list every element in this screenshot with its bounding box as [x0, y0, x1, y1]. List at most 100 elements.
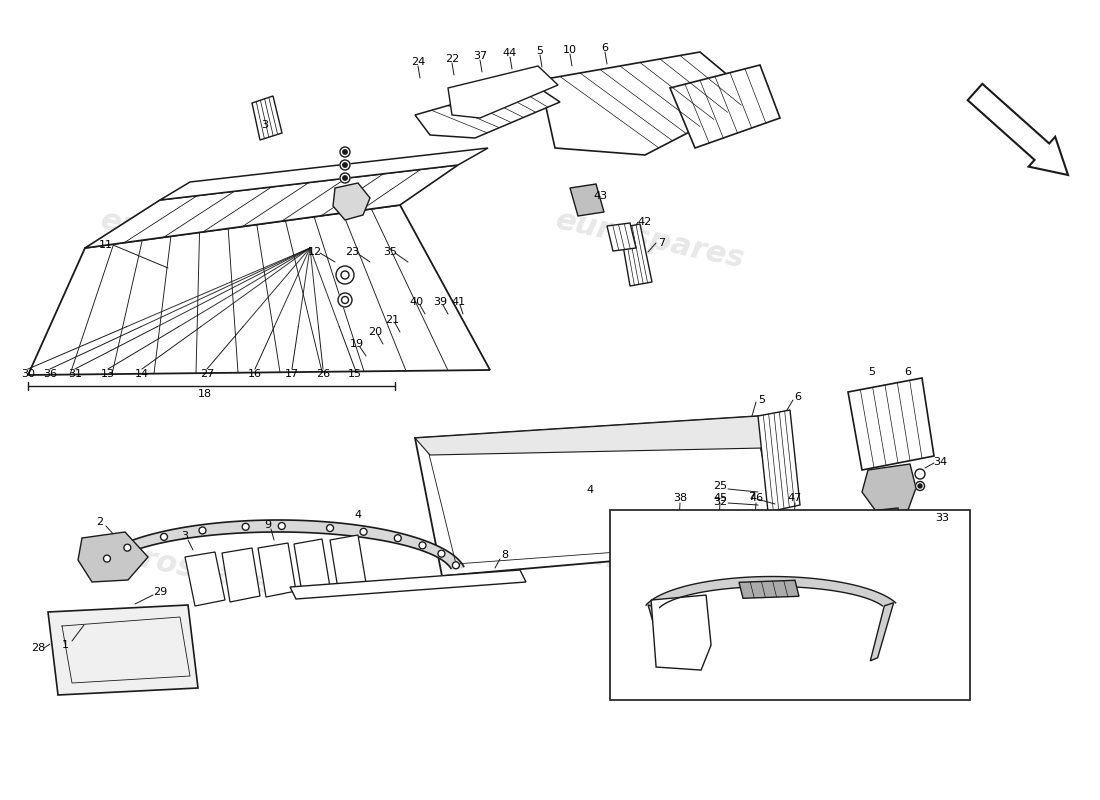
Polygon shape	[91, 520, 464, 571]
Text: 27: 27	[200, 369, 214, 379]
Text: eurospares: eurospares	[98, 206, 293, 274]
Polygon shape	[570, 184, 604, 216]
Text: 3: 3	[262, 120, 268, 130]
Polygon shape	[333, 183, 370, 220]
Text: 18: 18	[198, 389, 212, 399]
Text: 6: 6	[602, 43, 608, 53]
Text: 20: 20	[367, 327, 382, 337]
Polygon shape	[968, 84, 1068, 175]
Polygon shape	[540, 52, 755, 155]
Text: 37: 37	[473, 51, 487, 61]
Text: 38: 38	[673, 493, 688, 503]
Text: 7: 7	[659, 238, 666, 248]
Circle shape	[103, 555, 110, 562]
Circle shape	[343, 150, 348, 154]
Circle shape	[360, 528, 367, 535]
Polygon shape	[222, 548, 260, 602]
Text: 7: 7	[748, 492, 756, 502]
Circle shape	[341, 271, 349, 279]
Text: 6: 6	[794, 392, 802, 402]
Polygon shape	[185, 552, 226, 606]
Text: eurospares: eurospares	[552, 206, 747, 274]
Polygon shape	[415, 82, 560, 138]
Polygon shape	[451, 566, 464, 570]
Polygon shape	[670, 65, 780, 148]
Text: 43: 43	[593, 191, 607, 201]
Text: 1: 1	[62, 640, 68, 650]
Polygon shape	[78, 532, 148, 582]
Circle shape	[915, 469, 925, 479]
Text: 13: 13	[101, 369, 116, 379]
Text: 4: 4	[354, 510, 362, 520]
Text: 31: 31	[68, 369, 82, 379]
Text: 42: 42	[638, 217, 652, 227]
Polygon shape	[870, 602, 893, 661]
Text: 45: 45	[713, 493, 727, 503]
Polygon shape	[646, 577, 895, 607]
Polygon shape	[862, 464, 916, 514]
Text: 40: 40	[410, 297, 425, 307]
Text: 16: 16	[248, 369, 262, 379]
Text: 25: 25	[713, 481, 727, 491]
Text: 9: 9	[264, 520, 272, 530]
Circle shape	[161, 534, 167, 540]
Text: 5: 5	[869, 367, 876, 377]
Circle shape	[341, 297, 349, 303]
Polygon shape	[330, 535, 366, 589]
Polygon shape	[415, 416, 786, 576]
Text: 6: 6	[904, 367, 912, 377]
Circle shape	[327, 525, 333, 531]
Polygon shape	[860, 508, 904, 549]
Text: 34: 34	[933, 457, 947, 467]
Polygon shape	[848, 378, 934, 470]
Text: eurospares: eurospares	[563, 536, 757, 604]
Text: 46: 46	[749, 493, 763, 503]
Circle shape	[340, 160, 350, 170]
Text: 5: 5	[537, 46, 543, 56]
Text: 26: 26	[316, 369, 330, 379]
Polygon shape	[258, 543, 296, 597]
Text: 8: 8	[502, 550, 508, 560]
Polygon shape	[758, 410, 800, 512]
Text: 23: 23	[345, 247, 359, 257]
Polygon shape	[252, 96, 282, 140]
Text: 28: 28	[31, 643, 45, 653]
Polygon shape	[415, 416, 782, 455]
Circle shape	[394, 534, 402, 542]
Text: 17: 17	[285, 369, 299, 379]
Text: 11: 11	[99, 240, 113, 250]
Text: 44: 44	[503, 48, 517, 58]
Circle shape	[438, 550, 444, 557]
Text: 12: 12	[308, 247, 322, 257]
Circle shape	[336, 266, 354, 284]
Text: 4: 4	[586, 485, 594, 495]
Text: 39: 39	[433, 297, 447, 307]
Circle shape	[918, 484, 922, 488]
Circle shape	[419, 542, 426, 549]
Circle shape	[242, 523, 249, 530]
Text: 41: 41	[451, 297, 465, 307]
Polygon shape	[648, 605, 672, 662]
FancyBboxPatch shape	[610, 510, 970, 700]
Circle shape	[278, 522, 285, 530]
Polygon shape	[294, 539, 330, 593]
Polygon shape	[85, 165, 458, 248]
Text: 3: 3	[182, 531, 188, 541]
Text: 5: 5	[759, 395, 766, 405]
Circle shape	[343, 162, 348, 167]
Polygon shape	[739, 580, 799, 598]
Text: 47: 47	[788, 493, 802, 503]
Text: 36: 36	[43, 369, 57, 379]
Circle shape	[343, 176, 348, 180]
Text: 33: 33	[935, 513, 949, 523]
Circle shape	[199, 527, 206, 534]
Polygon shape	[620, 224, 652, 286]
Text: 10: 10	[563, 45, 578, 55]
Circle shape	[915, 482, 924, 490]
Circle shape	[338, 293, 352, 307]
Text: 22: 22	[444, 54, 459, 64]
Polygon shape	[91, 570, 103, 572]
Text: 35: 35	[383, 247, 397, 257]
Text: 32: 32	[713, 497, 727, 507]
Text: eurospares: eurospares	[98, 536, 293, 604]
